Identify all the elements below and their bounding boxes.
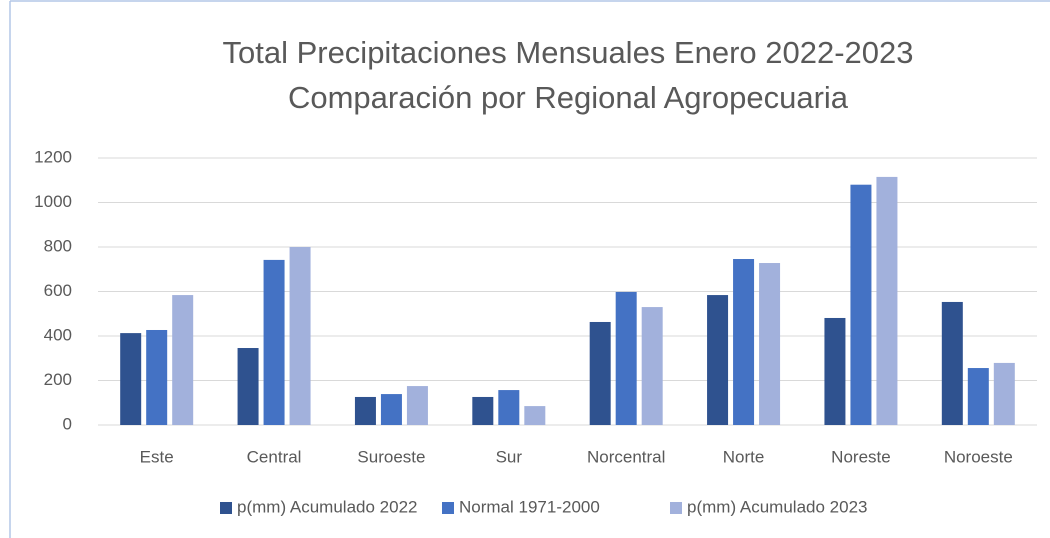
bar [289,247,311,425]
bar [707,295,729,425]
bar [146,329,168,425]
bar [589,321,611,425]
legend-swatch [442,502,454,514]
y-tick-label: 400 [44,325,72,344]
bar [172,295,194,425]
legend-label: p(mm) Acumulado 2022 [237,497,417,516]
bar [824,317,846,425]
bar [993,362,1015,425]
chart-title: Total Precipitaciones Mensuales Enero 20… [222,35,913,70]
y-tick-label: 1000 [34,192,72,211]
x-tick-label: Norte [723,447,765,466]
bar [498,390,520,425]
bar [733,259,755,425]
y-tick-label: 600 [44,281,72,300]
legend-swatch [220,502,232,514]
bar [524,406,546,425]
x-tick-label: Noroeste [944,447,1013,466]
x-tick-label: Noreste [831,447,891,466]
x-tick-label: Sur [496,447,523,466]
y-tick-label: 0 [63,414,72,433]
bar [120,333,142,425]
chart-subtitle: Comparación por Regional Agropecuaria [288,80,849,115]
bar [380,394,402,425]
bar [354,396,376,425]
legend-label: Normal 1971-2000 [459,497,600,516]
bar [967,368,989,425]
bar [759,263,781,425]
legend-swatch [670,502,682,514]
bar [876,176,898,425]
bar [615,291,637,425]
bar [263,259,285,425]
x-tick-label: Norcentral [587,447,665,466]
bar [472,396,494,425]
x-tick-label: Este [140,447,174,466]
bar [237,348,259,425]
x-tick-label: Suroeste [357,447,425,466]
bar [641,307,663,425]
bar [941,301,963,425]
y-tick-label: 200 [44,370,72,389]
y-tick-label: 1200 [34,147,72,166]
bar [850,184,872,425]
bar [406,386,428,425]
y-tick-label: 800 [44,236,72,255]
x-tick-label: Central [247,447,302,466]
legend-label: p(mm) Acumulado 2023 [687,497,867,516]
